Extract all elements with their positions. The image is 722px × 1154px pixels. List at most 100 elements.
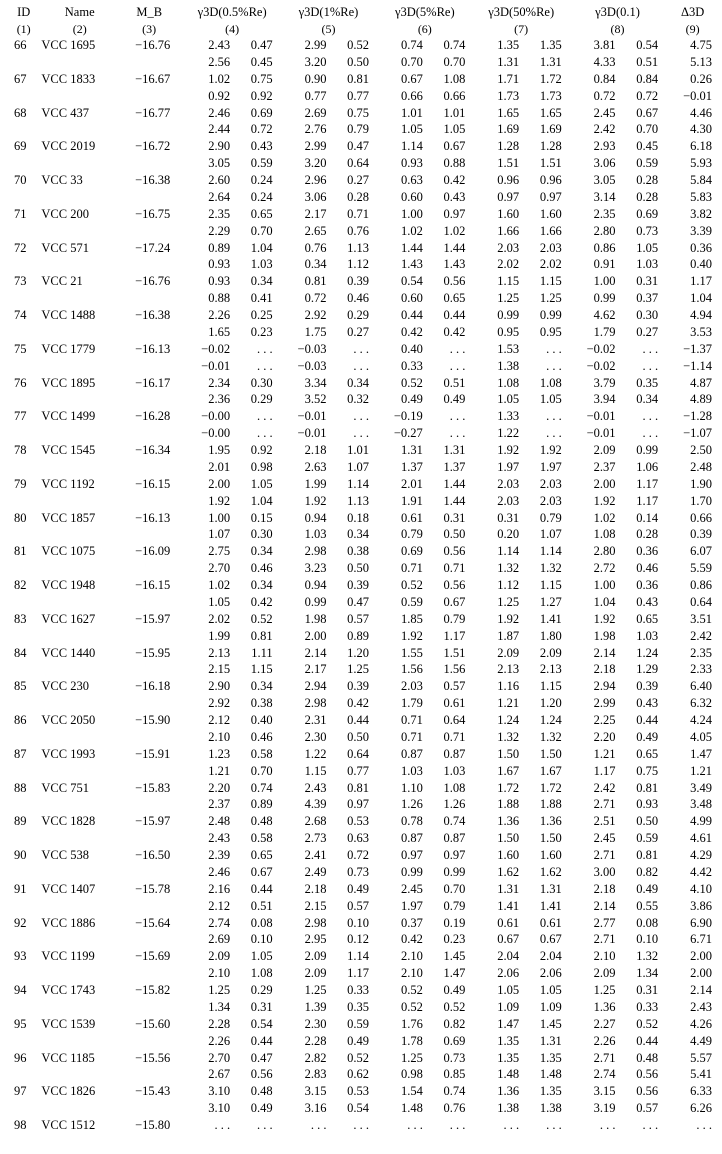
cell-value: . . . bbox=[521, 1117, 564, 1134]
cell-mb bbox=[120, 121, 178, 138]
data-table: ID Name M_B γ3D(0.5%Re) γ3D(1%Re) γ3D(5%… bbox=[8, 4, 714, 1134]
cell-name bbox=[39, 121, 120, 138]
cell-value: 0.89 bbox=[190, 240, 233, 257]
cell-value: 1.02 bbox=[190, 71, 233, 88]
cell-value: 2.01 bbox=[190, 459, 233, 476]
cell-value: 2.83 bbox=[286, 1066, 329, 1083]
cell-value: 1.48 bbox=[521, 1066, 564, 1083]
table-row: 3.100.493.160.541.480.761.381.383.190.57… bbox=[8, 1100, 714, 1117]
cell-value: 2.03 bbox=[521, 476, 564, 493]
cell-value: 2.98 bbox=[286, 695, 329, 712]
cell-value: 0.65 bbox=[425, 290, 468, 307]
cell-gap bbox=[564, 189, 575, 206]
cell-gap bbox=[564, 915, 575, 932]
cell-gap bbox=[178, 1117, 189, 1134]
cell-gap bbox=[660, 695, 671, 712]
cell-value: 1.35 bbox=[521, 37, 564, 54]
cell-gap bbox=[275, 273, 286, 290]
cell-value: 1.31 bbox=[479, 54, 522, 71]
table-row: 2.100.462.300.500.710.711.321.322.200.49… bbox=[8, 729, 714, 746]
cell-value: 1.72 bbox=[479, 780, 522, 797]
cell-value: 0.30 bbox=[618, 307, 661, 324]
cell-value: 2.00 bbox=[286, 628, 329, 645]
cell-gap bbox=[660, 594, 671, 611]
cell-value: −1.28 bbox=[671, 408, 714, 425]
cell-value: 2.35 bbox=[671, 645, 714, 662]
cell-value: 0.42 bbox=[328, 695, 371, 712]
cell-value: 0.69 bbox=[425, 1033, 468, 1050]
cell-value: 2.99 bbox=[575, 695, 618, 712]
cell-value: 0.77 bbox=[328, 88, 371, 105]
cell-name: VCC 21 bbox=[39, 273, 120, 290]
cell-gap bbox=[275, 678, 286, 695]
cell-id bbox=[8, 931, 39, 948]
cell-value: 3.53 bbox=[671, 324, 714, 341]
cell-gap bbox=[467, 577, 478, 594]
cell-name: VCC 1199 bbox=[39, 948, 120, 965]
cell-gap bbox=[660, 577, 671, 594]
cell-value: 0.28 bbox=[618, 172, 661, 189]
cell-gap bbox=[275, 290, 286, 307]
cell-gap bbox=[467, 155, 478, 172]
cell-value: 1.05 bbox=[521, 391, 564, 408]
cell-gap bbox=[467, 54, 478, 71]
cell-gap bbox=[275, 729, 286, 746]
cell-value: 3.79 bbox=[575, 375, 618, 392]
cell-value: 1.29 bbox=[618, 661, 661, 678]
cell-value: 0.43 bbox=[232, 138, 275, 155]
cell-value: 2.28 bbox=[190, 1016, 233, 1033]
cell-gap bbox=[467, 628, 478, 645]
cell-value: 6.07 bbox=[671, 543, 714, 560]
cell-mb bbox=[120, 459, 178, 476]
cell-value: 0.43 bbox=[425, 189, 468, 206]
table-row: 72VCC 571−17.240.891.040.761.131.441.442… bbox=[8, 240, 714, 257]
cell-value: 0.38 bbox=[328, 543, 371, 560]
cell-value: 1.56 bbox=[425, 661, 468, 678]
cell-value: 0.89 bbox=[232, 796, 275, 813]
cell-gap bbox=[660, 155, 671, 172]
cell-gap bbox=[660, 645, 671, 662]
cell-value: 2.41 bbox=[286, 847, 329, 864]
cell-value: 0.26 bbox=[671, 71, 714, 88]
cell-value: 1.15 bbox=[479, 273, 522, 290]
cell-value: 2.25 bbox=[575, 712, 618, 729]
cell-mb bbox=[120, 965, 178, 982]
cell-name: VCC 1545 bbox=[39, 442, 120, 459]
cell-value: 0.31 bbox=[479, 510, 522, 527]
cell-value: 1.69 bbox=[479, 121, 522, 138]
cell-gap bbox=[660, 611, 671, 628]
cell-gap bbox=[660, 628, 671, 645]
cell-name bbox=[39, 796, 120, 813]
cell-name: VCC 1185 bbox=[39, 1050, 120, 1067]
cell-value: 0.62 bbox=[328, 1066, 371, 1083]
cell-value: 0.77 bbox=[328, 763, 371, 780]
cell-gap bbox=[660, 864, 671, 881]
cell-gap bbox=[275, 105, 286, 122]
cell-value: 1.51 bbox=[521, 155, 564, 172]
cell-value: 1.37 bbox=[382, 459, 425, 476]
cell-value: 2.06 bbox=[479, 965, 522, 982]
cell-value: −0.03 bbox=[286, 341, 329, 358]
cell-value: 3.51 bbox=[671, 611, 714, 628]
cell-value: 0.46 bbox=[232, 560, 275, 577]
cell-mb bbox=[120, 256, 178, 273]
cell-value: 0.46 bbox=[618, 560, 661, 577]
cell-gap bbox=[660, 796, 671, 813]
cell-value: 1.04 bbox=[232, 240, 275, 257]
cell-value: 2.18 bbox=[286, 881, 329, 898]
cell-gap bbox=[275, 138, 286, 155]
cell-mb bbox=[120, 796, 178, 813]
cell-value: 5.83 bbox=[671, 189, 714, 206]
table-row: 2.690.102.950.120.420.230.670.672.710.10… bbox=[8, 931, 714, 948]
cell-mb bbox=[120, 763, 178, 780]
cell-value: 1.32 bbox=[479, 729, 522, 746]
cell-id bbox=[8, 628, 39, 645]
cell-value: 1.22 bbox=[479, 425, 522, 442]
cell-value: 1.25 bbox=[479, 290, 522, 307]
cell-name: VCC 1826 bbox=[39, 1083, 120, 1100]
cell-gap bbox=[371, 442, 382, 459]
cell-value: 1.36 bbox=[479, 813, 522, 830]
cell-value: 6.26 bbox=[671, 1100, 714, 1117]
cell-value: 1.62 bbox=[479, 864, 522, 881]
cell-value: 0.70 bbox=[425, 881, 468, 898]
